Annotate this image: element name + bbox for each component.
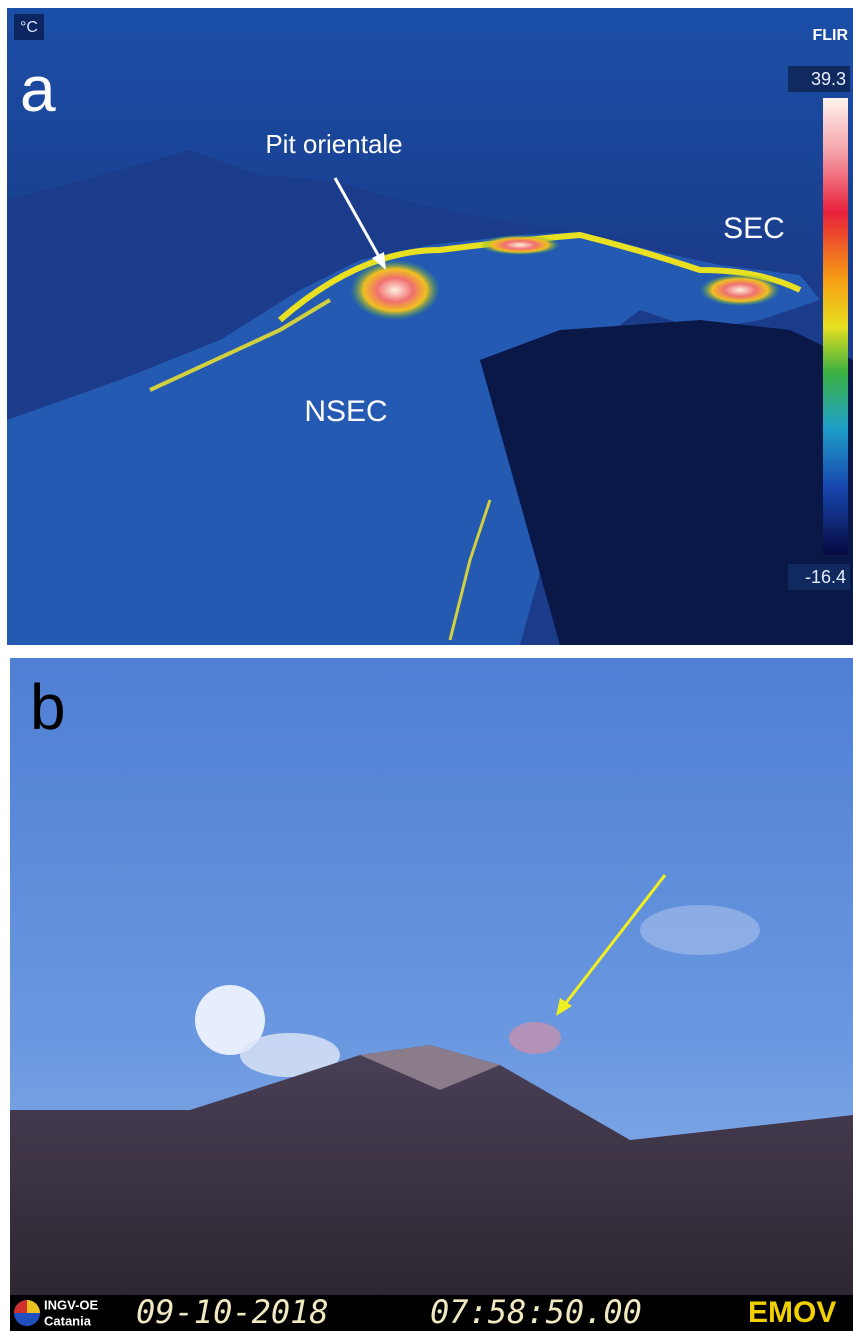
- annotation: NSEC: [304, 395, 387, 428]
- hot-spot: [480, 235, 560, 255]
- annotation: SEC: [723, 212, 785, 245]
- date: 09-10-2018: [136, 1293, 329, 1331]
- hot-spot: [700, 274, 780, 306]
- time: 07:58:50.00: [430, 1293, 642, 1331]
- panel-label: a: [20, 53, 56, 125]
- color-bar: [823, 98, 848, 555]
- cloud: [640, 905, 760, 955]
- figure: °C FLIR a 39.3 -16.4 Pit orientale SEC N…: [0, 0, 853, 1331]
- annotation: Pit orientale: [265, 129, 402, 159]
- photo-panel: b INGV-OE Catania 09-10-2018 07:58:50.00…: [10, 658, 853, 1331]
- scale-min: -16.4: [805, 567, 846, 587]
- logo-text: Catania: [44, 1313, 92, 1328]
- logo-text: INGV-OE: [44, 1297, 99, 1312]
- unit: °C: [20, 19, 38, 36]
- panel-label: b: [30, 671, 66, 743]
- ash-puff: [509, 1022, 561, 1054]
- hot-spot: [350, 260, 440, 320]
- brand: FLIR: [812, 27, 848, 44]
- camera: EMOV: [748, 1296, 836, 1329]
- thermal-panel: °C FLIR a 39.3 -16.4 Pit orientale SEC N…: [7, 8, 853, 645]
- scale-max: 39.3: [811, 69, 846, 89]
